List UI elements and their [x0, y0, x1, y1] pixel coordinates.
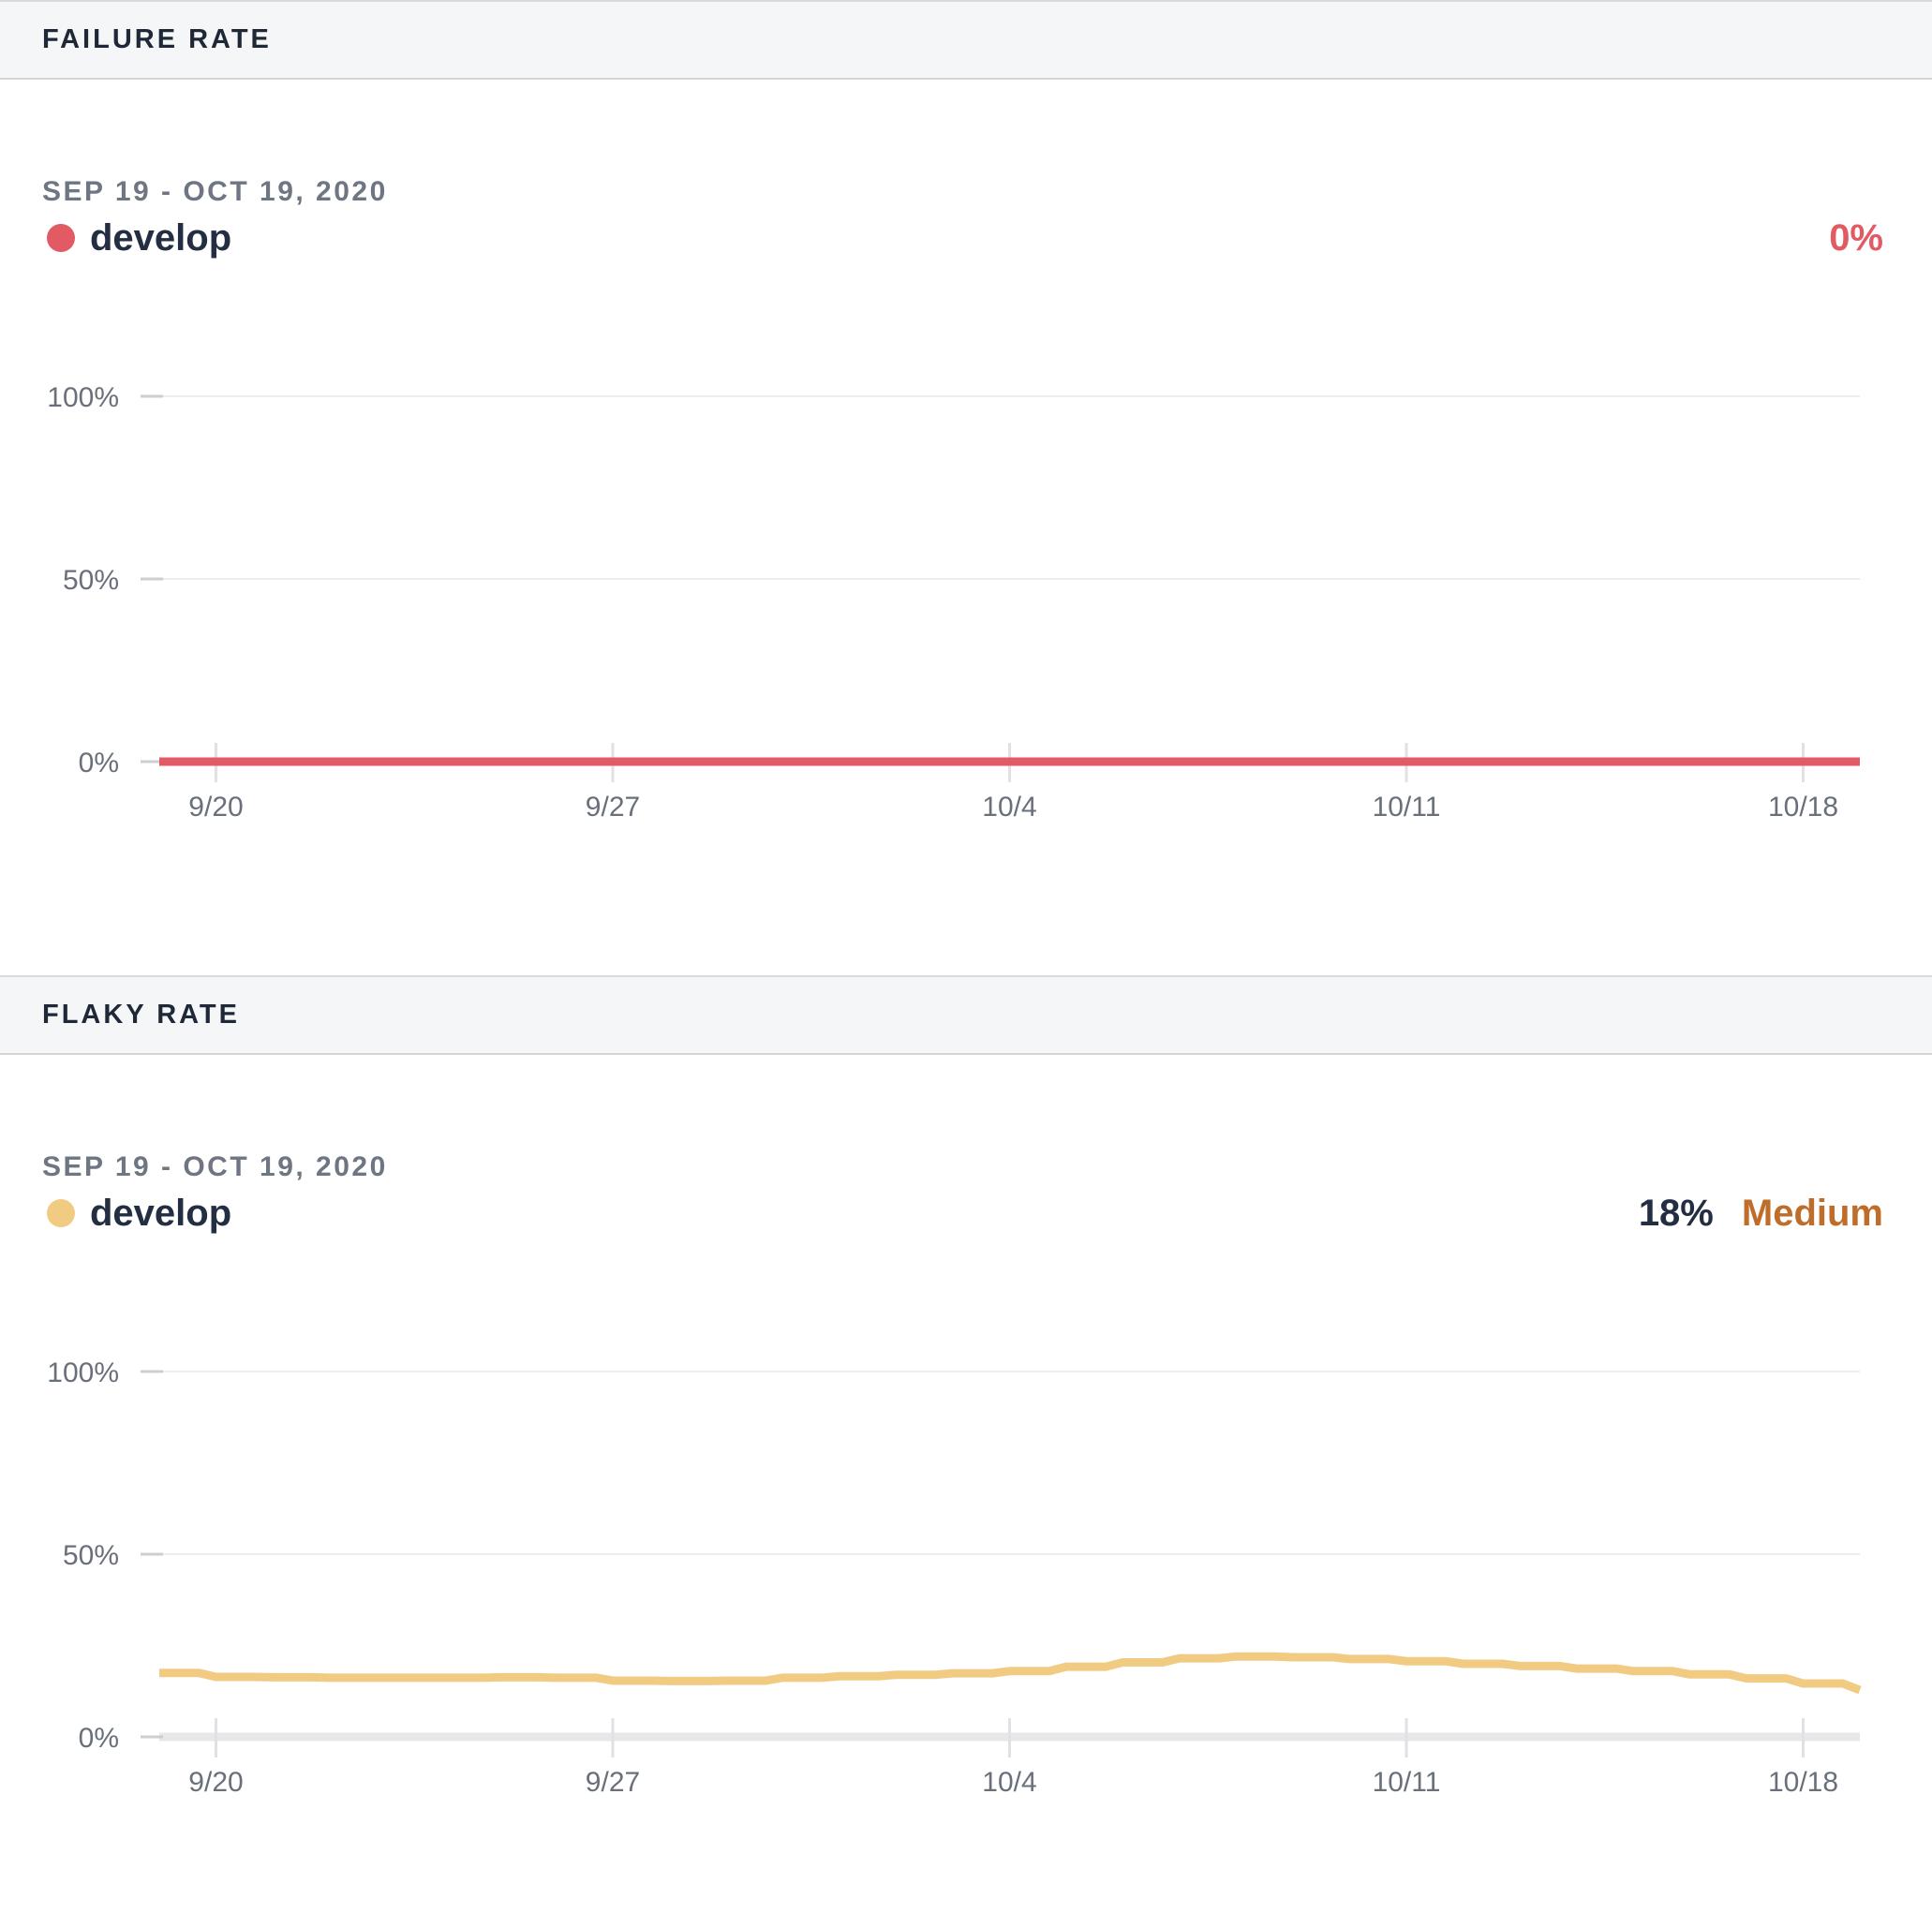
- x-axis-label: 10/4: [982, 1767, 1036, 1798]
- flaky-rate-chart[interactable]: 0% 50% 100% 9/20 9/27 10/4 10/11 10/18: [0, 1332, 1932, 1819]
- flaky-series-label: develop: [90, 1192, 232, 1234]
- failure-series-label: develop: [90, 216, 232, 259]
- x-axis-label: 10/18: [1768, 1767, 1838, 1798]
- series-line-develop: [159, 1652, 1862, 1695]
- y-axis-label: 50%: [63, 1540, 119, 1571]
- y-axis-label: 50%: [63, 565, 119, 596]
- x-axis-label: 9/27: [586, 792, 640, 823]
- failure-rate-panel: FAILURE RATE SEP 19 - OCT 19, 2020 devel…: [0, 0, 1932, 844]
- y-axis-label: 0%: [79, 1723, 119, 1754]
- y-axis-label: 0%: [79, 748, 119, 779]
- x-axis-label: 9/20: [188, 792, 243, 823]
- failure-rate-chart[interactable]: 0% 50% 100% 9/20 9/27 10/4 10/11 10/18: [0, 357, 1932, 844]
- flaky-rate-header: FLAKY RATE: [0, 975, 1932, 1055]
- flaky-series-dot-icon: [47, 1199, 75, 1227]
- flaky-legend-values: 18% Medium: [1639, 1193, 1883, 1235]
- flaky-rate-panel: FLAKY RATE SEP 19 - OCT 19, 2020 develop…: [0, 975, 1932, 1819]
- failure-rate-header: FAILURE RATE: [0, 0, 1932, 80]
- x-axis-label: 9/20: [188, 1767, 243, 1798]
- flaky-date-range: SEP 19 - OCT 19, 2020: [42, 1151, 388, 1182]
- y-axis-label: 100%: [47, 1357, 119, 1388]
- failure-series-dot-icon: [47, 224, 75, 252]
- flaky-rate-title: FLAKY RATE: [42, 1000, 240, 1030]
- x-axis-label: 9/27: [586, 1767, 640, 1798]
- x-axis-label: 10/18: [1768, 792, 1838, 823]
- flaky-rate-value: 18%: [1638, 1192, 1714, 1234]
- flaky-rate-line-chart[interactable]: 0% 50% 100% 9/20 9/27 10/4 10/11 10/18: [0, 1332, 1932, 1819]
- x-axis-label: 10/4: [982, 792, 1036, 823]
- failure-rate-value: 0%: [1829, 216, 1883, 259]
- y-axis-label: 100%: [47, 382, 119, 413]
- x-axis-label: 10/11: [1373, 792, 1441, 823]
- failure-date-range: SEP 19 - OCT 19, 2020: [42, 176, 388, 207]
- x-axis-label: 10/11: [1373, 1767, 1441, 1798]
- flaky-severity-badge: Medium: [1741, 1192, 1883, 1234]
- flaky-legend-row[interactable]: develop 18% Medium: [47, 1191, 1883, 1236]
- failure-rate-title: FAILURE RATE: [42, 24, 272, 54]
- failure-legend-row[interactable]: develop 0%: [47, 215, 1883, 260]
- failure-legend-values: 0%: [1829, 217, 1883, 260]
- failure-rate-line-chart[interactable]: 0% 50% 100% 9/20 9/27 10/4 10/11 10/18: [0, 357, 1932, 844]
